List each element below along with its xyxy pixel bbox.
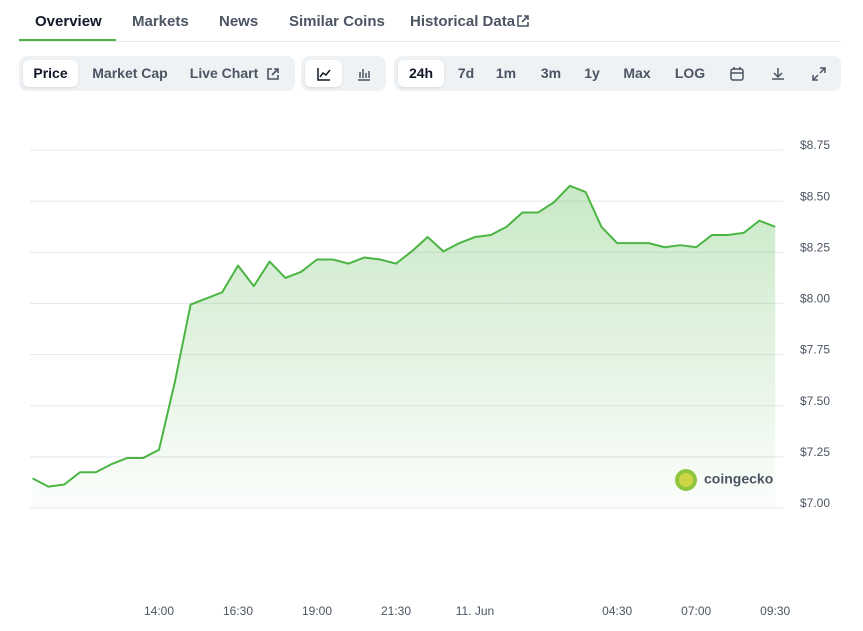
x-tick-label: 04:30: [602, 604, 632, 618]
y-tick-label: $8.50: [800, 189, 830, 203]
range-button[interactable]: 1y: [584, 65, 600, 81]
view-button[interactable]: Price: [23, 60, 78, 87]
tab-underline: [19, 39, 116, 41]
tab[interactable]: Markets: [132, 13, 189, 30]
x-tick-label: 19:00: [302, 604, 332, 618]
range-button[interactable]: 7d: [457, 65, 475, 81]
y-tick-label: $7.00: [800, 496, 830, 510]
candle-icon: [357, 69, 370, 81]
view-group: Price Market Cap Live Chart: [19, 56, 295, 91]
range-button[interactable]: 1m: [495, 65, 517, 81]
y-tick-label: $7.25: [800, 445, 830, 459]
price-line: [32, 184, 776, 488]
x-tick-label: 14:00: [144, 604, 174, 618]
view-button[interactable]: Market Cap: [92, 65, 168, 81]
range-button[interactable]: Max: [623, 65, 651, 81]
y-tick-label: $8.00: [800, 292, 830, 306]
chart: $7.00 $7.25 $7.50 $7.75 $8.00 $8.25 $8.50 $8.75…: [30, 138, 830, 618]
watermark-text: coingecko: [704, 471, 773, 487]
fullscreen-icon[interactable]: [811, 66, 827, 82]
y-tick-label: $8.25: [800, 240, 830, 254]
y-tick-label: $8.75: [800, 138, 830, 152]
area: [32, 185, 776, 508]
chart-type-group: [301, 56, 386, 91]
candle-button[interactable]: [345, 60, 382, 87]
x-tick-label: 16:30: [223, 604, 253, 618]
tab-bar: Overview Markets News Similar Coins Hist…: [19, 0, 841, 42]
line-button[interactable]: [305, 60, 342, 87]
calendar-icon[interactable]: [729, 66, 745, 82]
download-icon[interactable]: [770, 66, 786, 82]
x-tick-label: 07:00: [681, 604, 711, 618]
x-tick-label: 21:30: [381, 604, 411, 618]
external-icon: [517, 15, 529, 27]
tab[interactable]: Overview: [35, 13, 102, 30]
view-button[interactable]: Live Chart: [189, 65, 259, 81]
x-tick-label: 11. Jun: [456, 604, 494, 618]
y-tick-label: $7.50: [800, 394, 830, 408]
tab[interactable]: News: [219, 13, 259, 30]
y-tick-label: $7.75: [800, 343, 830, 357]
tab[interactable]: Similar Coins: [289, 13, 385, 30]
x-tick-label: 09:30: [760, 604, 790, 618]
range-button[interactable]: 24h: [398, 60, 444, 87]
range-button[interactable]: LOG: [674, 65, 706, 81]
range-group: 24h 7d 1m 3m 1y Max LOG: [394, 56, 841, 91]
tab[interactable]: Historical Data: [410, 13, 516, 30]
line-icon: [316, 68, 331, 81]
range-button[interactable]: 3m: [540, 65, 562, 81]
external-icon: [267, 68, 279, 80]
watermark: coingecko: [675, 469, 773, 491]
